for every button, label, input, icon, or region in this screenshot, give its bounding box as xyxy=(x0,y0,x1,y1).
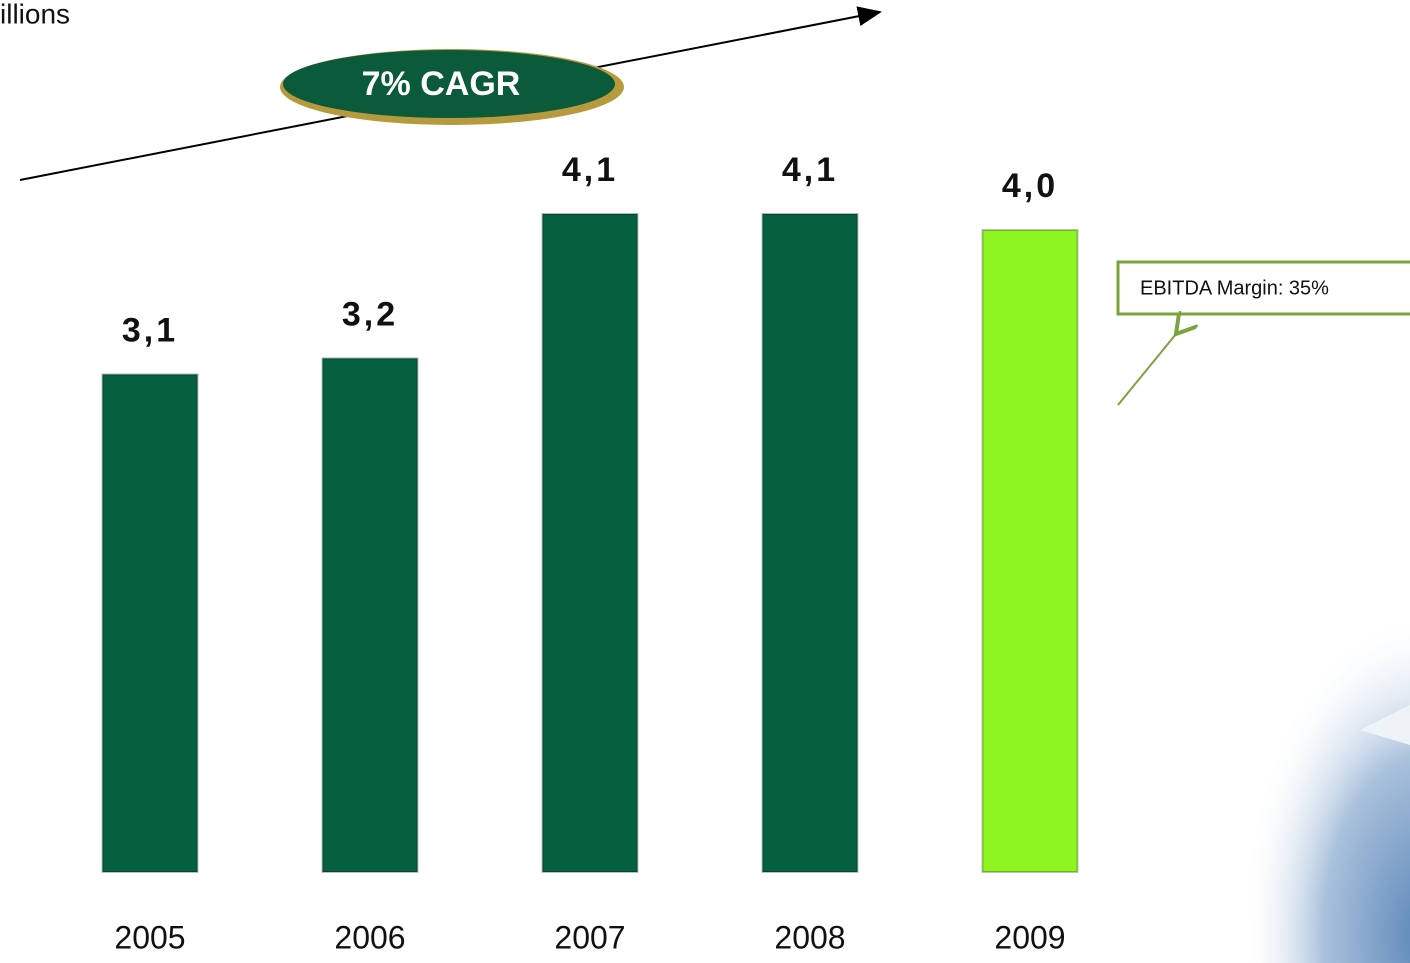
value-label: 3,2 xyxy=(342,295,398,333)
value-label: 4,1 xyxy=(562,151,618,189)
page: {"chart_data": {"type": "bar", "subtitle… xyxy=(0,0,1410,963)
value-label: 4,1 xyxy=(782,151,838,189)
cagr-label: 7% CAGR xyxy=(362,65,521,103)
bar xyxy=(983,230,1078,872)
value-label: 3,1 xyxy=(122,311,178,349)
x-tick-label: 2006 xyxy=(334,919,405,955)
ebitda-arrow xyxy=(1118,334,1176,405)
bar xyxy=(763,214,858,872)
bar xyxy=(323,358,418,872)
x-tick-label: 2005 xyxy=(114,919,185,955)
value-label: 4,0 xyxy=(1002,167,1058,205)
ebitda-label: EBITDA Margin: 35% xyxy=(1140,277,1329,299)
bar xyxy=(543,214,638,872)
chart: illions 7% CAGR EBITDA Margin: 35% 3,1 20… xyxy=(0,0,1410,963)
unit-label: illions xyxy=(0,0,70,29)
x-tick-label: 2008 xyxy=(774,919,845,955)
x-tick-label: 2007 xyxy=(554,919,625,955)
background-photo xyxy=(1100,420,1410,963)
x-tick-label: 2009 xyxy=(994,919,1065,955)
bar xyxy=(103,374,198,872)
